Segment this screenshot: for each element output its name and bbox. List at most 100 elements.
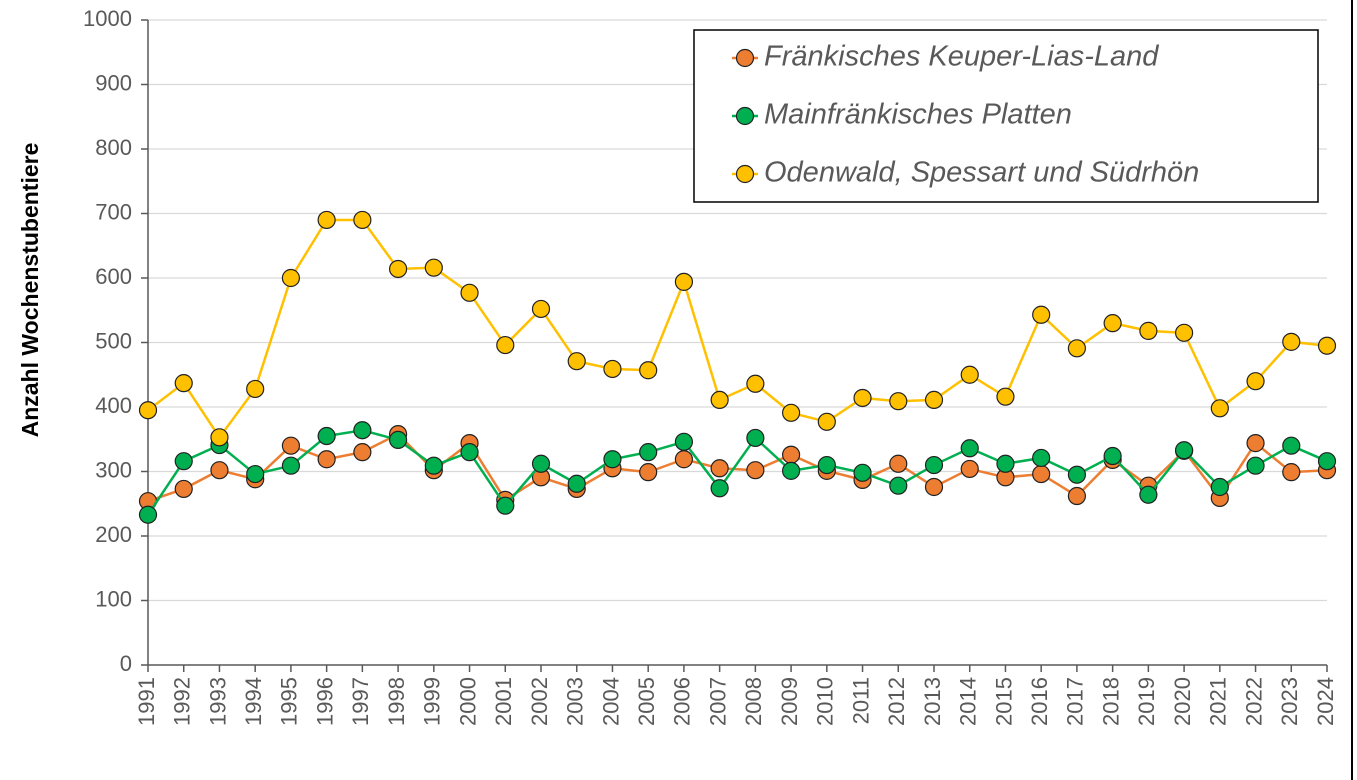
data-point	[889, 454, 908, 473]
data-point	[1317, 452, 1337, 471]
x-tick-label: 1994	[241, 677, 266, 726]
x-tick-label: 2015	[991, 677, 1016, 726]
legend-label: Odenwald, Spessart und Südrhön	[764, 157, 1199, 189]
data-point	[1103, 446, 1122, 466]
x-tick-label: 2010	[813, 677, 838, 726]
data-point	[1032, 448, 1051, 468]
x-tick-label: 1998	[384, 677, 409, 726]
x-tick-label: 2020	[1170, 677, 1195, 726]
data-point	[817, 412, 836, 431]
y-tick-label: 500	[95, 328, 132, 353]
y-axis-label: Anzahl Wochenstubentiere	[17, 143, 43, 438]
data-point	[246, 379, 265, 399]
data-point	[781, 461, 801, 480]
data-point	[1067, 465, 1087, 484]
data-point	[1174, 323, 1194, 342]
y-tick-label: 0	[120, 651, 132, 676]
series-line	[147, 432, 1328, 503]
x-tick-label: 2019	[1134, 677, 1159, 726]
series-line	[146, 428, 1328, 516]
data-point	[1246, 372, 1265, 391]
x-tick-label: 2009	[777, 677, 802, 726]
data-point	[1139, 485, 1158, 504]
data-point	[424, 258, 443, 277]
data-point	[996, 387, 1015, 406]
x-tick-label: 2008	[741, 677, 766, 726]
x-tick-label: 2021	[1206, 677, 1231, 726]
data-point	[531, 299, 551, 319]
legend-marker	[735, 48, 755, 68]
y-tick-label: 600	[95, 264, 132, 289]
x-tick-label: 2017	[1063, 677, 1088, 726]
data-point	[746, 374, 765, 393]
x-tick-label: 2001	[491, 677, 516, 726]
data-point	[853, 463, 872, 482]
data-point	[889, 392, 908, 411]
data-point	[639, 463, 658, 482]
data-point	[567, 352, 586, 371]
series-line	[147, 218, 1328, 440]
data-point	[924, 477, 944, 497]
y-tick-label: 100	[95, 586, 132, 611]
data-point	[639, 443, 658, 462]
legend-box	[693, 29, 1319, 203]
data-point	[960, 365, 979, 384]
x-tick-label: 2005	[634, 677, 659, 726]
x-tick-label: 1996	[312, 677, 337, 726]
x-tick-label: 2022	[1241, 677, 1266, 726]
data-point	[1210, 399, 1229, 418]
data-point	[1317, 336, 1337, 355]
data-point	[996, 454, 1015, 473]
data-point	[674, 450, 694, 469]
data-point	[1246, 434, 1265, 453]
data-point	[924, 390, 944, 410]
data-point	[353, 210, 372, 230]
data-point	[317, 450, 336, 469]
data-point	[960, 439, 979, 458]
data-point	[960, 459, 979, 479]
data-point	[210, 428, 229, 447]
data-point	[853, 388, 872, 408]
data-point	[924, 455, 944, 475]
y-tick-label: 900	[95, 70, 132, 95]
x-tick-label: 2000	[455, 677, 480, 726]
data-point	[496, 335, 515, 355]
data-point	[781, 445, 801, 464]
data-point	[781, 403, 801, 422]
y-tick-label: 800	[95, 135, 132, 160]
data-point	[353, 421, 372, 440]
data-point	[1032, 464, 1051, 484]
y-tick-label: 700	[95, 199, 132, 224]
y-tick-label: 1000	[83, 6, 132, 31]
data-point	[174, 479, 193, 499]
y-tick-label: 400	[95, 393, 132, 418]
data-point	[1174, 441, 1194, 460]
x-tick-label: 2013	[920, 677, 945, 726]
data-point	[210, 461, 229, 480]
data-point	[317, 426, 336, 446]
data-point	[281, 456, 301, 475]
legend-label: Mainfränkisches Platten	[764, 99, 1072, 131]
x-tick-label: 2004	[598, 677, 623, 726]
data-point	[460, 283, 479, 302]
legend-marker	[735, 164, 755, 184]
x-tick-label: 2002	[527, 677, 552, 726]
x-tick-label: 1992	[170, 677, 195, 726]
data-point	[174, 452, 193, 471]
x-tick-label: 2024	[1313, 677, 1338, 726]
x-tick-label: 1999	[420, 677, 445, 726]
x-tick-label: 2012	[884, 677, 909, 726]
data-point	[424, 456, 443, 475]
data-point	[746, 428, 765, 448]
data-point	[281, 268, 301, 288]
data-point	[639, 361, 658, 380]
x-tick-label: 2007	[705, 677, 730, 726]
data-point	[674, 432, 694, 451]
y-tick-label: 200	[95, 522, 132, 547]
data-point	[746, 461, 765, 480]
data-point	[388, 259, 408, 279]
data-point	[246, 464, 265, 484]
data-point	[1210, 477, 1229, 497]
y-tick-label: 300	[95, 457, 132, 482]
